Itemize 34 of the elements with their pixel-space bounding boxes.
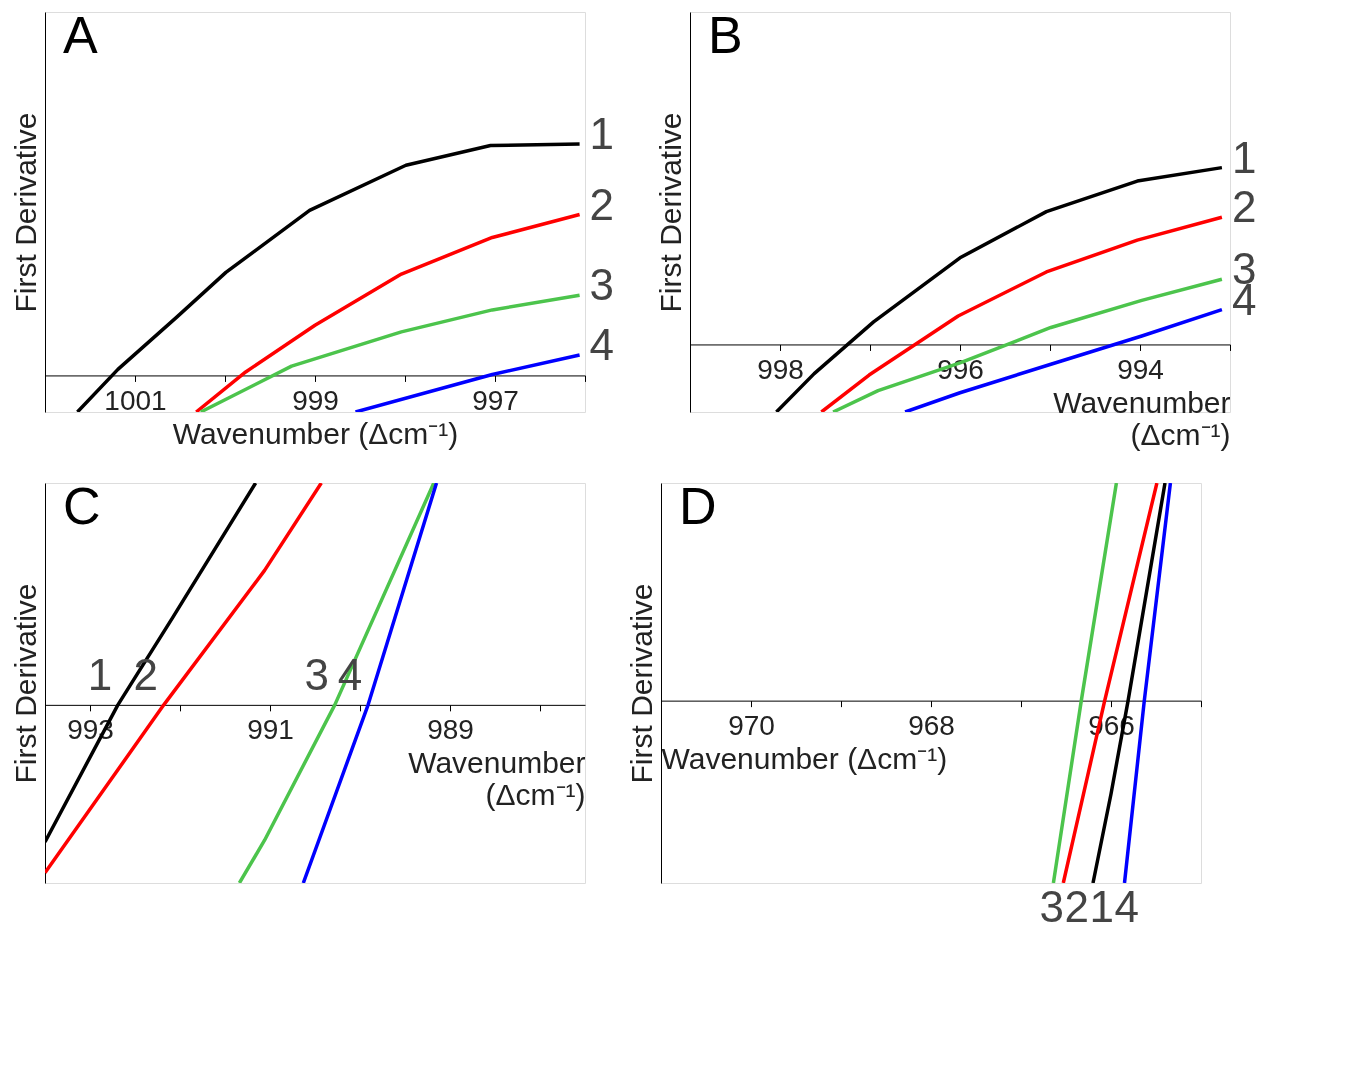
- series-label: 2: [1231, 182, 1257, 232]
- series-label: 4: [589, 320, 615, 370]
- x-axis-title: Wavenumber (Δcm⁻¹): [172, 416, 459, 450]
- x-axis-title: Wavenumber (Δcm⁻¹): [661, 742, 948, 776]
- series-label: 3: [304, 649, 330, 699]
- x-tick-label: 998: [757, 353, 804, 385]
- series-label: 1: [1089, 882, 1114, 931]
- series-label: 2: [1064, 882, 1089, 931]
- series-label: 3: [1039, 882, 1064, 931]
- y-axis-title: First Derivative: [8, 112, 42, 313]
- x-tick-label: 970: [728, 710, 775, 742]
- y-axis-title: First Derivative: [624, 583, 658, 784]
- y-axis-title: First Derivative: [653, 112, 687, 313]
- x-tick-label: 999: [292, 384, 339, 416]
- y-axis-title: First Derivative: [8, 583, 42, 784]
- series-label: 2: [133, 649, 159, 699]
- chart-title: D: [679, 477, 717, 535]
- series-label: 1: [589, 108, 615, 158]
- chart-title: B: [708, 6, 743, 64]
- series-label: 1: [87, 649, 113, 699]
- x-tick-label: 994: [1117, 353, 1164, 385]
- x-tick-label: 968: [908, 710, 955, 742]
- series-label: 2: [589, 179, 615, 229]
- chart-title: A: [63, 6, 98, 64]
- x-axis-title: Wavenumber (Δcm⁻¹): [408, 746, 586, 812]
- x-tick-label: 991: [247, 714, 294, 746]
- series-label: 1: [1231, 132, 1257, 182]
- series-label: 4: [1114, 882, 1139, 931]
- x-tick-label: 989: [427, 714, 474, 746]
- x-tick-label: 1001: [104, 384, 167, 416]
- x-axis-title: Wavenumber (Δcm⁻¹): [1053, 385, 1231, 451]
- x-tick-label: 997: [472, 384, 519, 416]
- chart-title: C: [63, 477, 101, 535]
- series-label: 3: [589, 260, 615, 310]
